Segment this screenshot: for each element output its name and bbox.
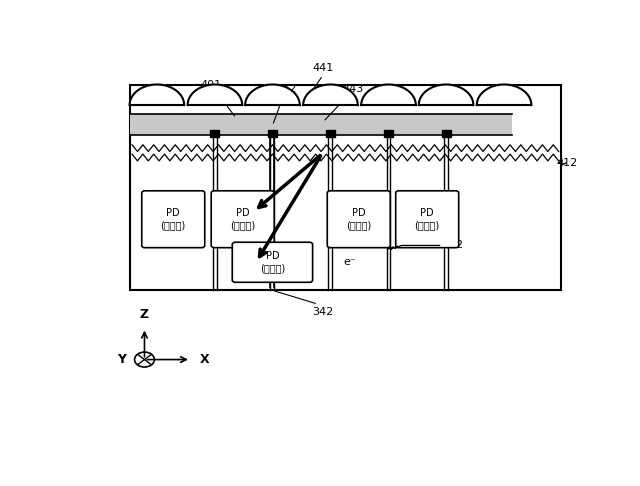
Bar bbox=[384, 130, 393, 137]
FancyBboxPatch shape bbox=[396, 191, 459, 248]
Text: 412: 412 bbox=[556, 158, 577, 168]
FancyBboxPatch shape bbox=[141, 191, 205, 248]
Text: Y: Y bbox=[116, 353, 125, 366]
FancyBboxPatch shape bbox=[232, 242, 312, 282]
Polygon shape bbox=[188, 85, 242, 105]
Text: e⁻: e⁻ bbox=[343, 257, 356, 267]
Bar bbox=[268, 130, 277, 137]
Bar bbox=[129, 114, 511, 135]
Text: 352: 352 bbox=[442, 241, 463, 250]
Bar bbox=[129, 85, 561, 290]
Polygon shape bbox=[361, 85, 416, 105]
Text: 441: 441 bbox=[312, 63, 333, 73]
Text: PD
(可視光): PD (可視光) bbox=[346, 208, 371, 230]
Text: 342: 342 bbox=[312, 307, 333, 317]
Bar bbox=[326, 130, 335, 137]
Polygon shape bbox=[303, 85, 358, 105]
Polygon shape bbox=[419, 85, 474, 105]
Text: 443: 443 bbox=[342, 84, 364, 94]
Text: PD
(可視光): PD (可視光) bbox=[230, 208, 255, 230]
Text: PD
(可視光): PD (可視光) bbox=[415, 208, 440, 230]
Polygon shape bbox=[245, 85, 300, 105]
Bar bbox=[211, 130, 220, 137]
Text: PD
(可視光): PD (可視光) bbox=[161, 208, 186, 230]
Text: 401: 401 bbox=[201, 80, 222, 90]
Polygon shape bbox=[129, 85, 184, 105]
Text: PD
(赤外光): PD (赤外光) bbox=[260, 251, 285, 273]
Text: Z: Z bbox=[140, 308, 149, 321]
FancyBboxPatch shape bbox=[211, 191, 274, 248]
Polygon shape bbox=[477, 85, 531, 105]
Text: 442: 442 bbox=[275, 84, 296, 94]
Text: X: X bbox=[200, 353, 209, 366]
Bar bbox=[442, 130, 451, 137]
FancyBboxPatch shape bbox=[327, 191, 390, 248]
